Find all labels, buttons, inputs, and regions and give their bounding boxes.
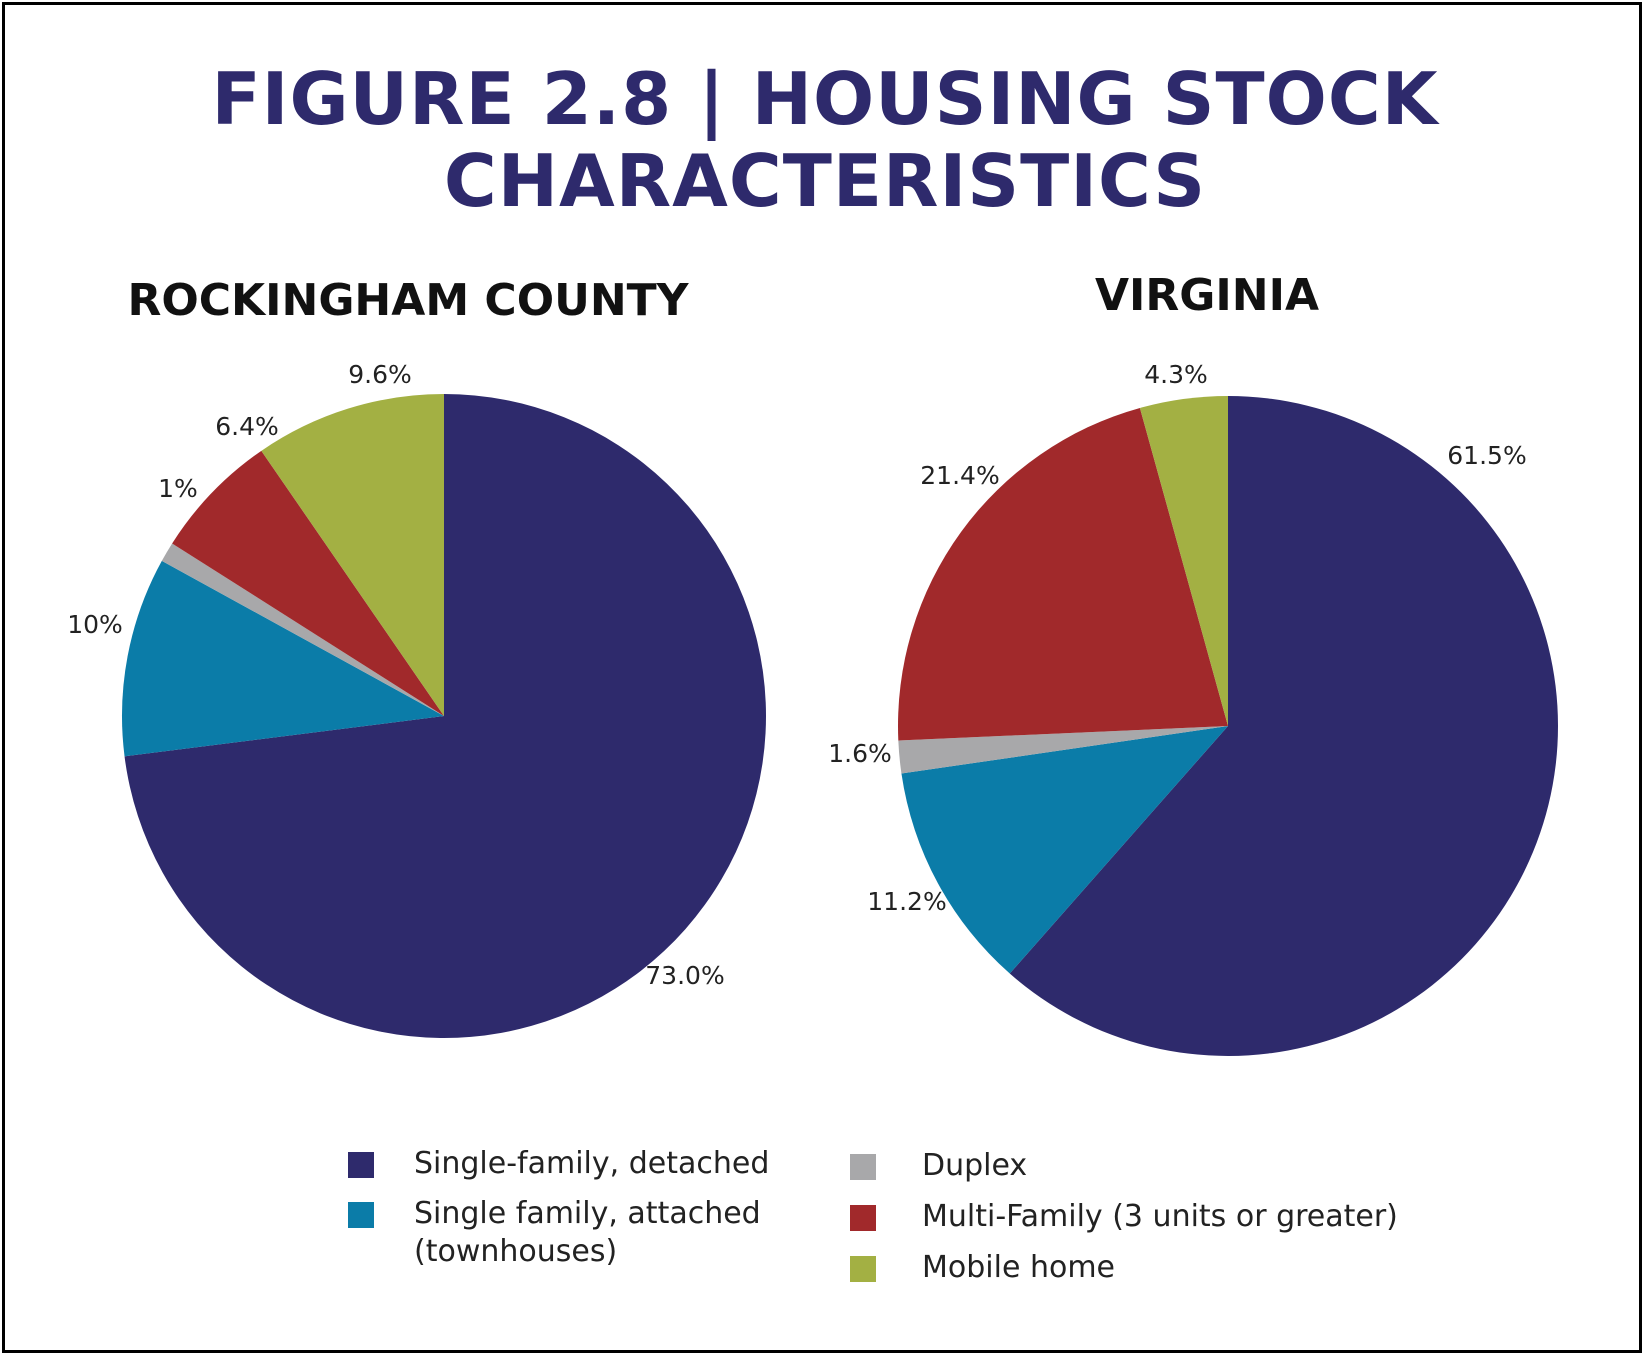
pie-label-virginia-duplex: 1.6% — [828, 739, 892, 768]
pie-slice-rockingham-county-single-family-attached-townhouses — [121, 560, 444, 757]
legend-swatch-duplex — [850, 1154, 876, 1180]
legend-label-mobile-home: Mobile home — [922, 1250, 1115, 1285]
pie-virginia: VIRGINIA 61.5% 11.2% 1.6% 21.4% 4.3% — [828, 270, 1558, 1056]
pie-slice-virginia-duplex — [898, 726, 1228, 774]
pie-label-virginia-single-family-detached: 61.5% — [1447, 441, 1526, 470]
legend-swatch-mobile-home — [850, 1256, 876, 1282]
legend-label-multi-family: Multi-Family (3 units or greater) — [922, 1199, 1398, 1234]
pie-slice-rockingham-county-mobile-home — [261, 394, 444, 716]
pie-rockingham-county: ROCKINGHAM COUNTY 73.0% 10% 1% 6.4% 9.6% — [67, 275, 766, 1038]
pie-label-virginia-mobile-home: 4.3% — [1144, 360, 1208, 389]
pie-slice-rockingham-county-single-family-detached — [124, 394, 766, 1038]
pie-label-rockingham-county-multi-family-3-units-or-greater: 6.4% — [215, 412, 279, 441]
legend-swatch-multi-family — [850, 1205, 876, 1231]
pie-label-rockingham-county-single-family-attached-townhouses: 10% — [67, 610, 123, 639]
legend-swatch-single-family-attached — [348, 1202, 374, 1228]
pie-label-rockingham-county-single-family-detached: 73.0% — [645, 961, 724, 990]
figure-title-line-1: FIGURE 2.8 | HOUSING STOCK — [211, 57, 1439, 141]
legend-swatch-single-family-detached — [348, 1152, 374, 1178]
legend-label-single-family-attached: Single family, attached — [414, 1196, 761, 1231]
pie-slice-virginia-mobile-home — [1139, 396, 1228, 726]
pie-slice-virginia-multi-family-3-units-or-greater — [898, 407, 1228, 741]
figure-title-line-2: CHARACTERISTICS — [443, 139, 1207, 223]
pie-slice-virginia-single-family-detached — [1009, 396, 1558, 1056]
pie-title-rockingham-county: ROCKINGHAM COUNTY — [127, 275, 689, 326]
pie-slice-rockingham-county-duplex — [161, 543, 444, 716]
legend-label-single-family-detached: Single-family, detached — [414, 1146, 770, 1181]
pie-label-virginia-multi-family-3-units-or-greater: 21.4% — [920, 461, 999, 490]
legend-label-duplex: Duplex — [922, 1148, 1028, 1183]
pie-slice-rockingham-county-multi-family-3-units-or-greater — [172, 450, 444, 716]
legend-label-single-family-attached-line2: (townhouses) — [414, 1234, 618, 1269]
pie-label-virginia-single-family-attached-townhouses: 11.2% — [867, 887, 946, 916]
figure-title: FIGURE 2.8 | HOUSING STOCK CHARACTERISTI… — [0, 58, 1650, 222]
pie-label-rockingham-county-duplex: 1% — [158, 474, 198, 503]
pie-slice-virginia-single-family-attached-townhouses — [901, 726, 1228, 974]
pie-title-virginia: VIRGINIA — [1095, 270, 1319, 321]
pie-label-rockingham-county-mobile-home: 9.6% — [348, 360, 412, 389]
